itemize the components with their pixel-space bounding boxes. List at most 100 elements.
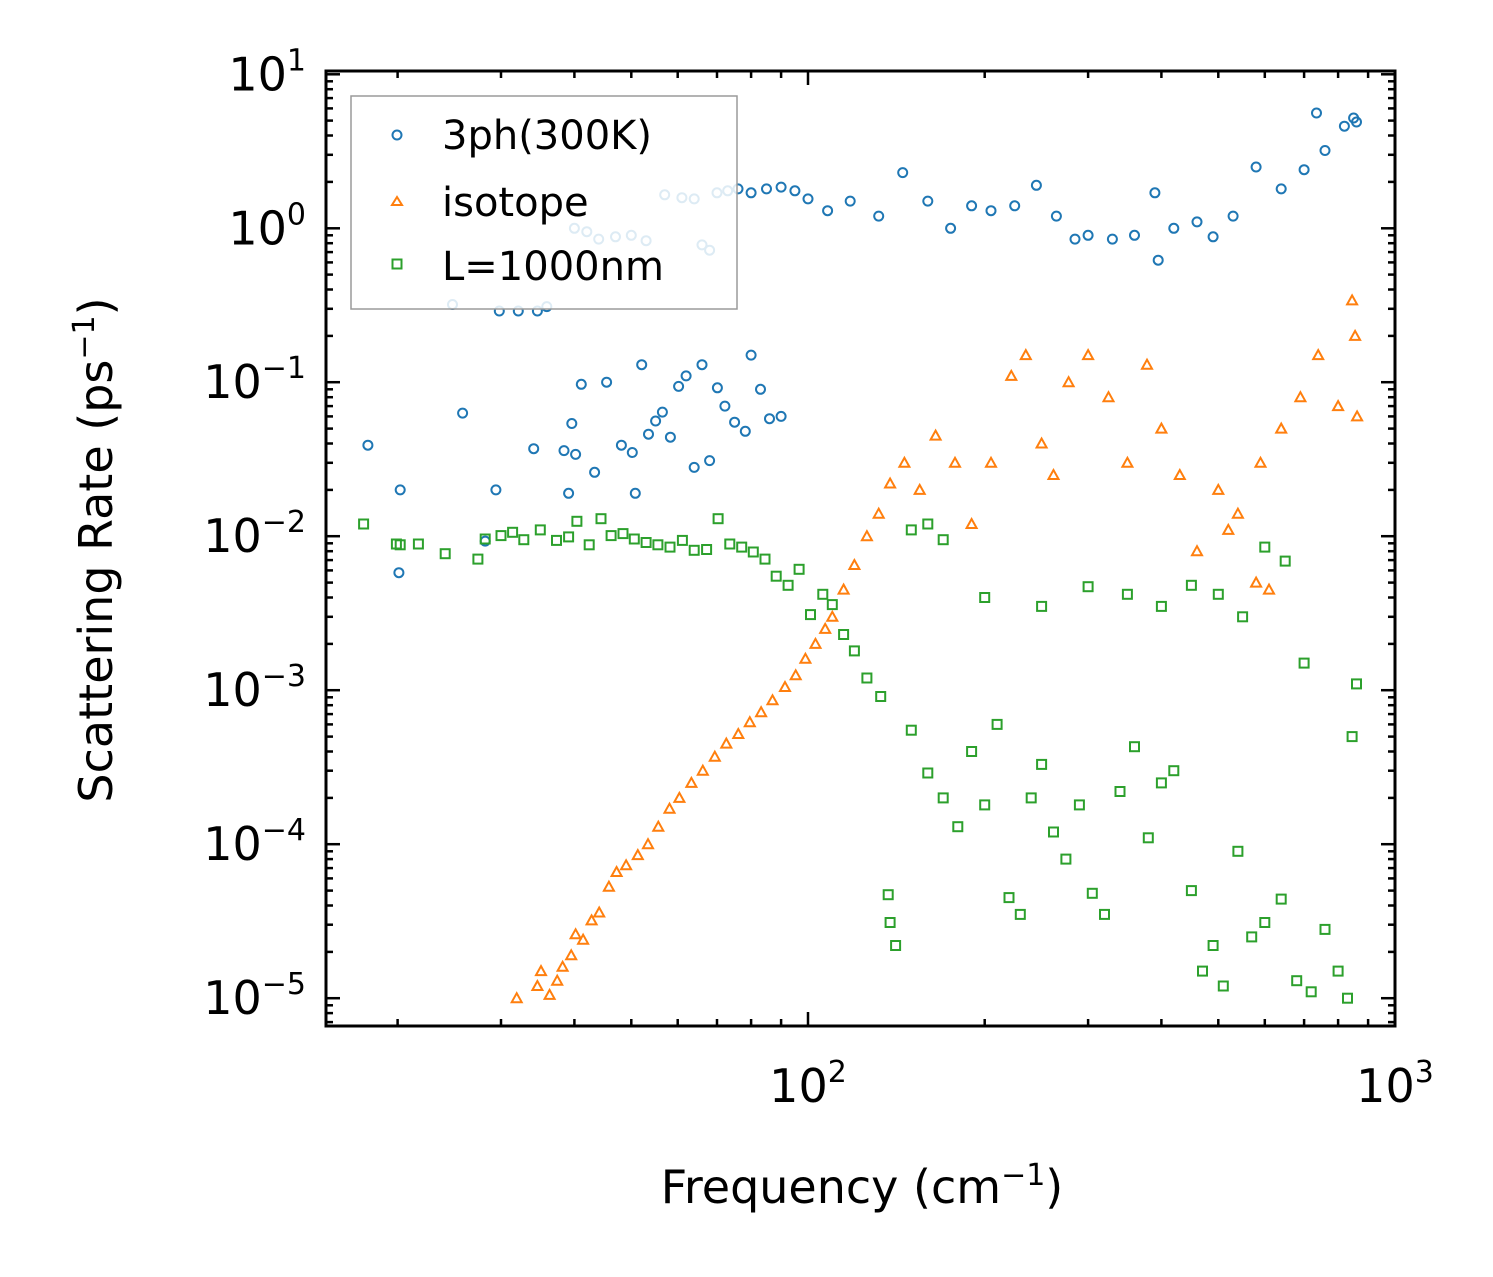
point-isotope-58 (1253, 455, 1268, 468)
point-3ph-300k-70 (1069, 233, 1081, 245)
point-l-1000nm-79 (1298, 657, 1310, 669)
point-isotope-9 (584, 913, 599, 926)
point-3ph-300k-65 (966, 200, 978, 212)
point-isotope-44 (1004, 368, 1018, 381)
point-3ph-300k-15 (570, 448, 582, 460)
point-3ph-300k-84 (1338, 120, 1350, 132)
point-3ph-300k-17 (589, 466, 601, 478)
point-l-1000nm-67 (1217, 980, 1229, 992)
point-isotope-65 (1350, 409, 1364, 422)
point-isotope-30 (808, 636, 823, 649)
point-isotope-62 (1331, 399, 1345, 412)
point-l-1000nm-0 (358, 518, 370, 530)
y-tick-label-0.00001: 10−5 (203, 967, 306, 1025)
point-isotope-38 (897, 455, 912, 468)
point-l-1000nm-15 (595, 513, 607, 525)
point-isotope-57 (1231, 506, 1245, 519)
y-tick-label-exp: −4 (262, 813, 306, 848)
point-isotope-13 (619, 858, 633, 871)
point-l-1000nm-36 (838, 629, 850, 640)
point-l-1000nm-71 (1275, 893, 1287, 905)
point-l-1000nm-41 (884, 917, 896, 928)
point-isotope-7 (568, 927, 583, 940)
point-l-1000nm-76 (1342, 992, 1353, 1004)
y-tick-label-0.1: 10−1 (203, 351, 306, 409)
point-l-1000nm-20 (652, 539, 664, 551)
point-isotope-46 (1034, 436, 1049, 449)
point-3ph-300k-61 (873, 210, 885, 222)
point-l-1000nm-60 (1129, 741, 1140, 753)
point-l-1000nm-84 (1185, 579, 1197, 591)
point-isotope-53 (1154, 421, 1169, 434)
point-3ph-300k-26 (664, 431, 676, 443)
y-tick-label-0.0001: 10−4 (203, 813, 306, 871)
point-l-1000nm-52 (1025, 792, 1037, 804)
point-isotope-14 (631, 848, 645, 861)
point-isotope-66 (1249, 575, 1263, 588)
point-isotope-10 (592, 905, 606, 918)
point-l-1000nm-85 (1155, 600, 1167, 612)
x-axis-title: Frequency (cm−1) (661, 1158, 1064, 1214)
point-isotope-49 (1081, 348, 1095, 361)
point-isotope-40 (928, 428, 943, 441)
y-tick-label-1: 100 (228, 197, 306, 255)
point-3ph-300k-83 (1319, 145, 1331, 156)
x-tick-label-base: 10 (1356, 1059, 1415, 1113)
point-l-1000nm-4 (439, 548, 451, 560)
point-l-1000nm-18 (628, 533, 640, 545)
point-isotope-32 (825, 609, 839, 622)
point-3ph-300k-6 (490, 484, 502, 496)
point-l-1000nm-44 (922, 767, 934, 779)
point-l-1000nm-50 (1003, 892, 1015, 904)
point-l-1000nm-38 (861, 672, 873, 684)
point-isotope-35 (860, 529, 874, 542)
point-3ph-300k-64 (945, 222, 957, 234)
point-l-1000nm-70 (1259, 917, 1271, 928)
point-isotope-31 (818, 621, 832, 634)
y-tick-label-exp: 0 (287, 197, 306, 232)
point-l-1000nm-91 (922, 518, 934, 530)
point-3ph-300k-19 (615, 439, 627, 451)
point-3ph-300k-63 (922, 195, 934, 207)
point-3ph-300k-27 (673, 380, 685, 392)
point-l-1000nm-12 (563, 531, 575, 543)
point-l-1000nm-74 (1319, 923, 1331, 935)
point-3ph-300k-18 (601, 376, 613, 388)
point-isotope-0 (510, 991, 524, 1004)
point-l-1000nm-42 (890, 940, 902, 951)
point-isotope-68 (1221, 522, 1235, 535)
point-l-1000nm-66 (1207, 940, 1219, 951)
point-l-1000nm-40 (882, 889, 894, 901)
point-3ph-300k-62 (897, 167, 909, 179)
point-l-1000nm-73 (1305, 986, 1317, 998)
point-l-1000nm-48 (979, 799, 991, 811)
point-isotope-45 (1019, 348, 1033, 361)
point-isotope-20 (696, 763, 710, 776)
point-isotope-26 (765, 693, 780, 706)
point-isotope-39 (913, 482, 927, 495)
point-l-1000nm-68 (1232, 845, 1244, 857)
point-3ph-300k-4 (457, 407, 469, 419)
y-axis-title: Scattering Rate (ps−1) (67, 297, 123, 802)
point-isotope-2 (534, 964, 548, 977)
point-3ph-300k-78 (1207, 231, 1219, 243)
point-3ph-300k-87 (1311, 107, 1322, 119)
point-3ph-300k-69 (1050, 210, 1062, 222)
point-3ph-300k-81 (1275, 183, 1287, 195)
point-l-1000nm-78 (1351, 678, 1362, 690)
point-3ph-300k-57 (789, 185, 801, 197)
point-isotope-23 (731, 726, 745, 739)
point-isotope-33 (836, 582, 851, 595)
point-l-1000nm-26 (724, 538, 736, 550)
point-isotope-47 (1046, 467, 1061, 480)
point-3ph-300k-14 (566, 418, 578, 429)
point-l-1000nm-3 (412, 538, 424, 550)
point-isotope-36 (872, 506, 886, 519)
point-isotope-41 (948, 455, 962, 468)
point-isotope-18 (672, 790, 687, 803)
point-l-1000nm-72 (1291, 975, 1303, 987)
point-3ph-300k-74 (1149, 187, 1161, 199)
point-3ph-300k-31 (704, 455, 716, 467)
y-tick-label-base: 10 (203, 971, 262, 1025)
